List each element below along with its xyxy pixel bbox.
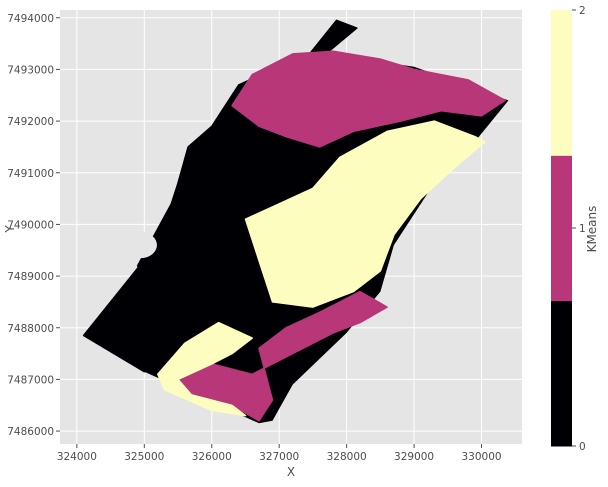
x-tick-label: 330000 <box>461 451 501 463</box>
x-tick-label: 327000 <box>259 451 299 463</box>
no-data-gap <box>124 232 157 259</box>
map-area <box>82 19 509 424</box>
colorbar-segment-1 <box>551 155 572 302</box>
region-class-0 <box>82 19 358 373</box>
region-class-2 <box>157 321 253 417</box>
colorbar: 0 1 2 <box>551 5 586 453</box>
x-tick-label: 326000 <box>192 451 232 463</box>
colorbar-segment-2 <box>551 10 572 156</box>
y-axis-label: Y <box>3 225 17 234</box>
colorbar-label: KMeans <box>585 206 599 253</box>
x-tick-label: 328000 <box>327 451 367 463</box>
y-tick-label: 7493000 <box>7 64 54 76</box>
region-class-1 <box>231 50 506 148</box>
x-tick-label: 329000 <box>394 451 434 463</box>
y-tick-label: 7491000 <box>7 168 54 180</box>
x-axis-label: X <box>287 465 295 479</box>
y-tick-label: 7487000 <box>7 374 54 386</box>
colorbar-tick-label: 2 <box>579 5 586 17</box>
y-axis-ticks: 7486000 7487000 7488000 7489000 7490000 74910… <box>7 13 60 438</box>
x-tick-label: 325000 <box>124 451 164 463</box>
y-tick-label: 7488000 <box>7 323 54 335</box>
colorbar-segment-0 <box>551 300 572 447</box>
colorbar-tick-label: 0 <box>579 441 586 453</box>
y-tick-label: 7492000 <box>7 116 54 128</box>
region-class-2 <box>244 120 486 308</box>
colorbar-tick-label: 1 <box>579 223 586 235</box>
y-tick-label: 7486000 <box>7 426 54 438</box>
region-class-1 <box>177 290 388 422</box>
y-tick-label: 7489000 <box>7 271 54 283</box>
x-axis-ticks: 324000 325000 326000 327000 328000 329000 3300… <box>57 444 502 463</box>
y-tick-label: 7490000 <box>7 219 54 231</box>
y-tick-label: 7494000 <box>7 13 54 25</box>
x-tick-label: 324000 <box>57 451 97 463</box>
